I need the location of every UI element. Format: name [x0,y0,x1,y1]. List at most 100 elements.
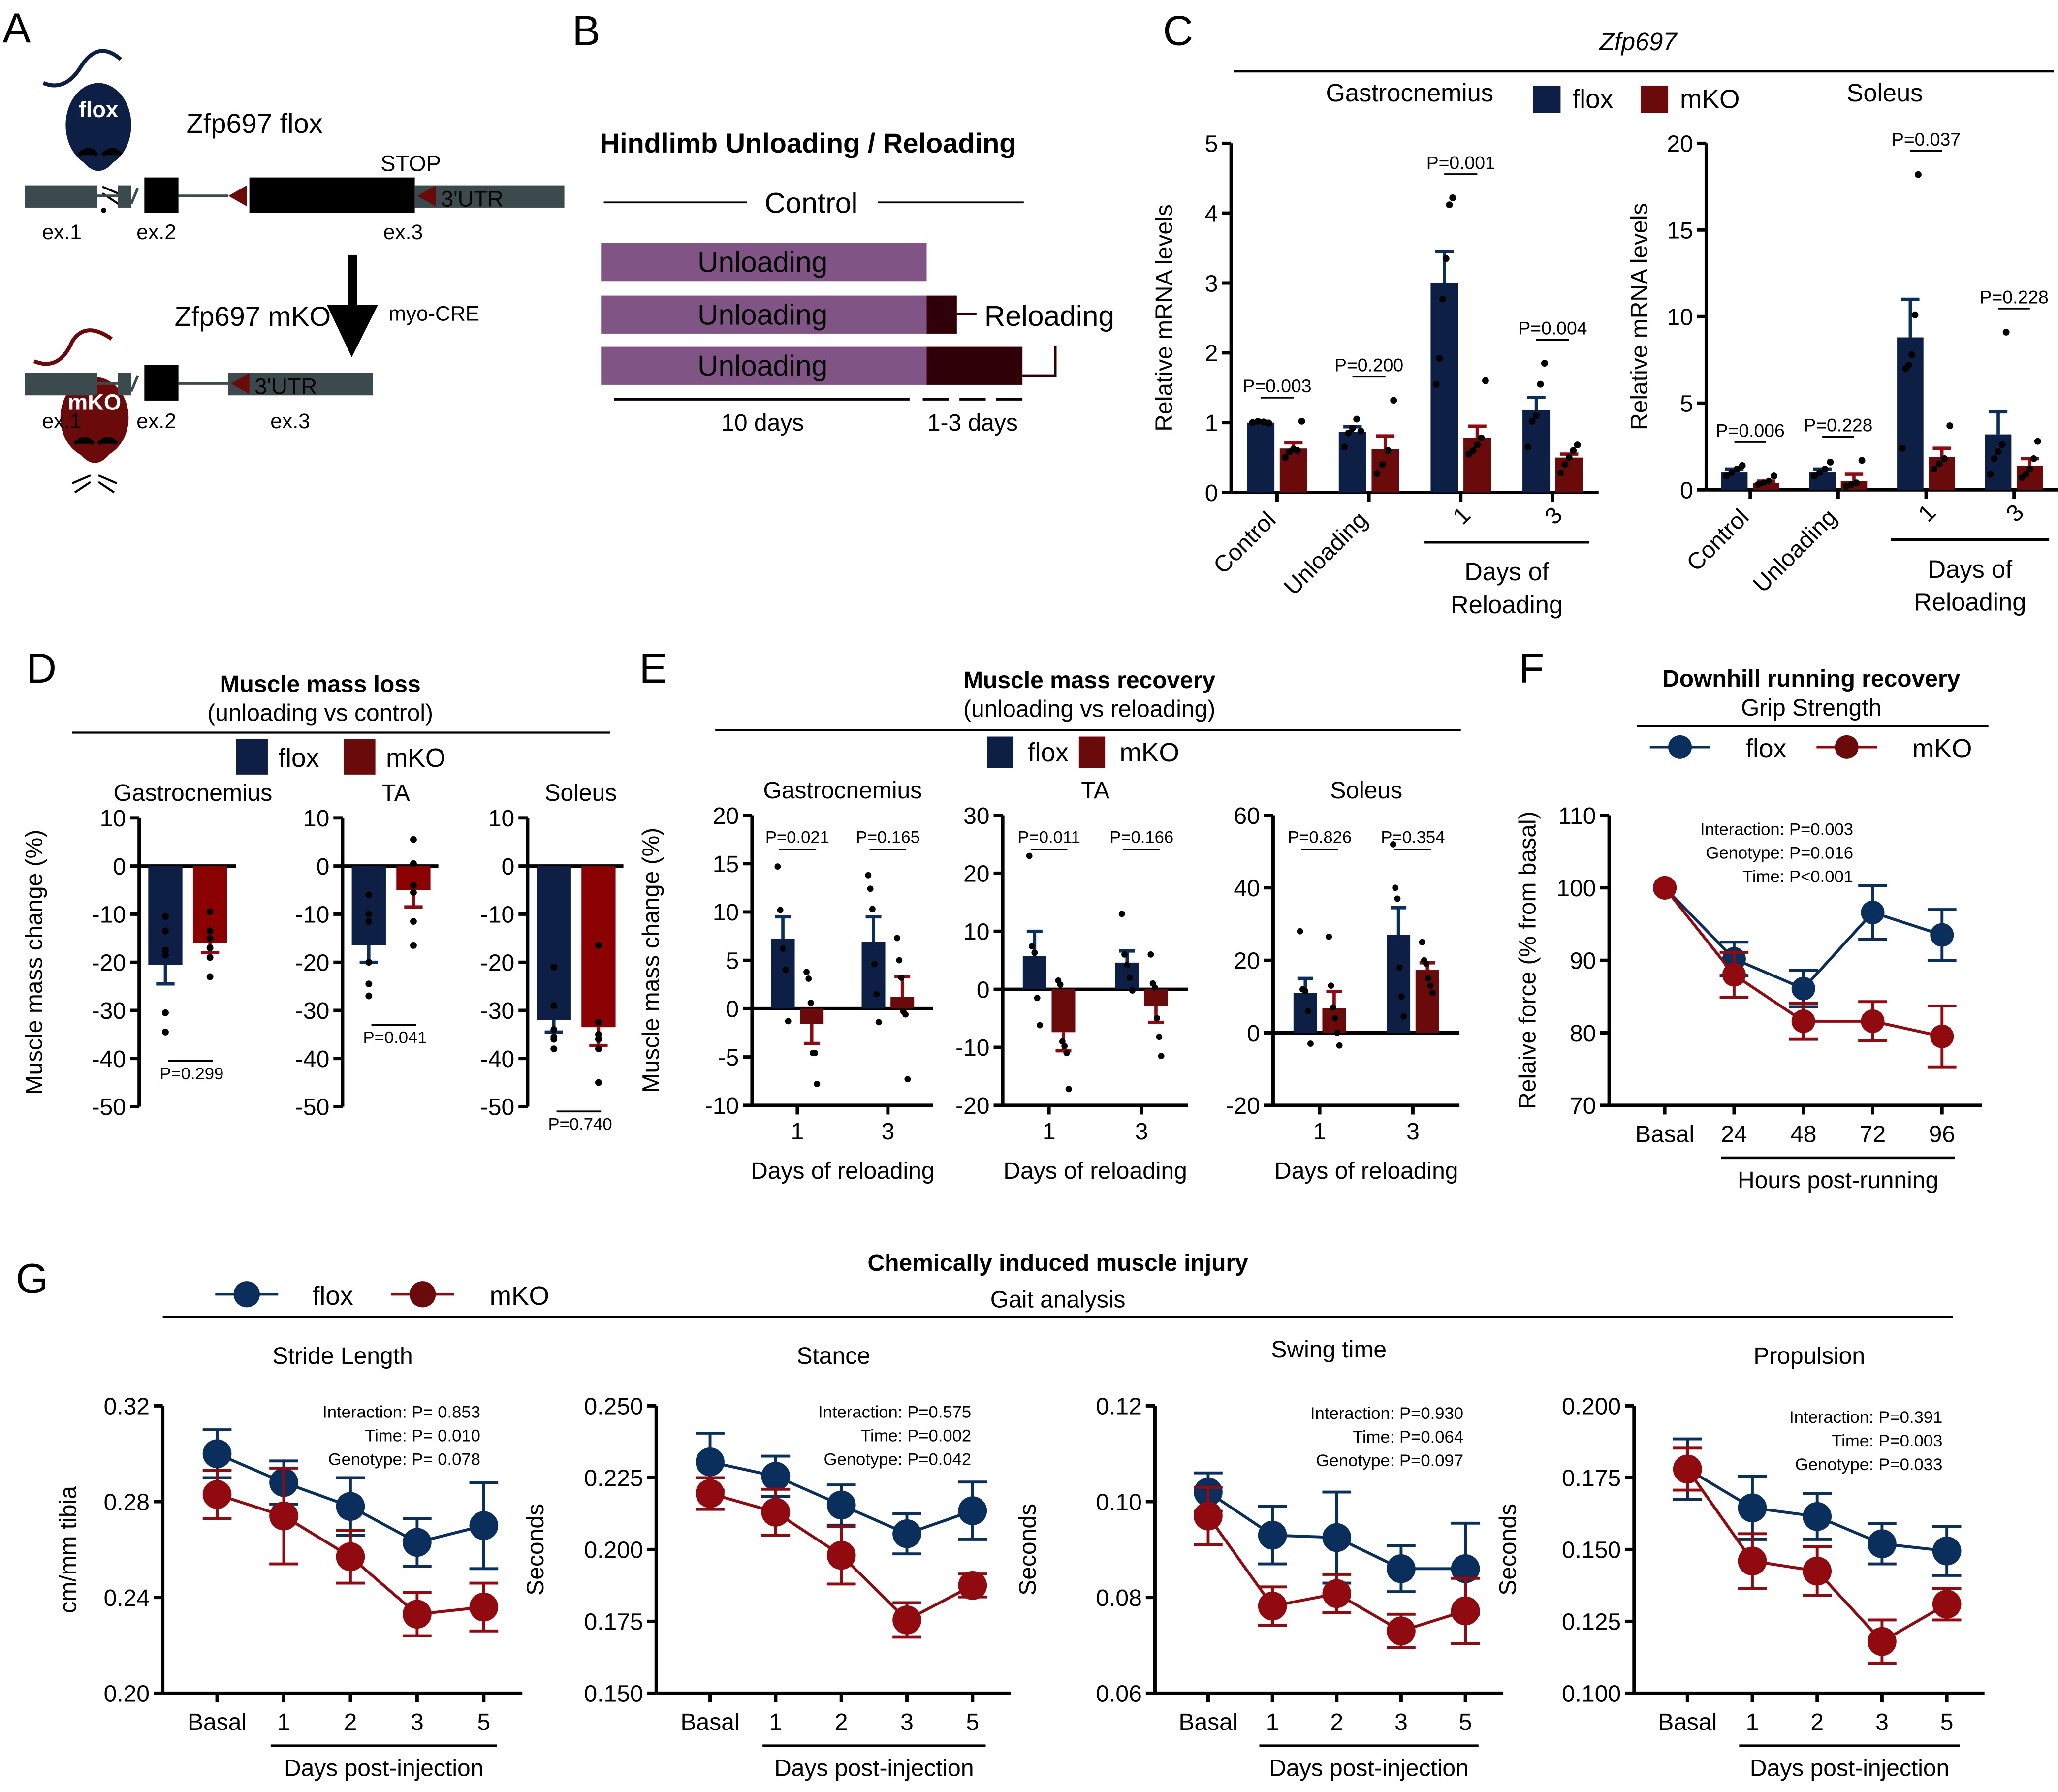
data-point [1791,1009,1815,1033]
p-value-label: P=0.165 [856,828,920,847]
x-tick-label: 3 [1394,1709,1408,1735]
data-point [202,1439,232,1469]
data-point [1336,1042,1343,1049]
y-tick-label: -30 [92,998,126,1024]
x-axis-label: Days post-injection [1269,1755,1468,1781]
data-point [785,1018,792,1025]
data-point [1765,477,1773,485]
data-point [1899,444,1906,452]
data-point [365,992,373,1000]
y-tick-label: -10 [705,1093,739,1119]
y-tick-label: 0.125 [1562,1609,1621,1635]
panel-label-d: D [26,645,57,692]
exon-label-3-mko: ex.3 [270,409,310,433]
data-point [1723,472,1730,480]
y-axis-label: Relative mRNA levels [1151,204,1177,431]
data-point [1282,454,1289,461]
data-point [1533,412,1540,419]
chart-c-gastrocnemius: 0 1 2 3 4 5 Relative mRNA levels Control P=0.003… [1151,131,1599,619]
c-gastro-title: Gastrocnemius [1326,79,1493,107]
x-tick-label: 5 [966,1709,979,1735]
data-point [1803,1502,1832,1531]
p-value-label: P=0.354 [1381,828,1445,847]
bar-flox [1897,337,1924,490]
y-axis-label: Seconds [1015,1504,1041,1596]
x-axis-label: Hours post-running [1738,1167,1938,1194]
x-tick-label: 3 [882,1119,895,1145]
y-axis-label: Seconds [523,1504,549,1596]
data-point [1908,351,1916,358]
bar-flox [1338,432,1366,493]
stats-label: Genotype: P=0.097 [1316,1451,1463,1470]
data-point [206,935,214,942]
data-point [1541,360,1548,367]
utr-label-flox: 3'UTR [441,186,504,211]
panel-g: Chemically induced muscle injury Gait an… [56,1250,1985,1781]
data-point [1302,988,1309,995]
y-tick-label: 0 [113,854,126,880]
chart-g-stance: Stance 0.150 0.175 0.200 0.225 0.250 Seconds Ba… [523,1343,1011,1781]
data-point [1930,923,1954,947]
y-axis-label: Relaive force (% from basal) [1515,811,1541,1109]
y-tick-label: 0 [726,997,739,1023]
series-mko [1673,1446,1962,1665]
panel-f: Downhill running recovery Grip Strength … [1515,666,1989,1194]
data-point [892,1605,921,1635]
data-point [1390,841,1396,848]
y-tick-label: 0.08 [1096,1585,1141,1611]
data-point [958,1571,987,1600]
e-legend-flox: flox [1028,738,1069,767]
data-point [162,1009,169,1016]
y-tick-label: 10 [488,806,514,832]
y-tick-label: 0.06 [1096,1681,1141,1707]
data-point [595,1079,602,1086]
y-tick-label: 20 [963,861,989,887]
cre-label: myo-CRE [388,302,479,325]
cre-arrow-icon [326,254,378,357]
x-tick-label: 1 [791,1119,804,1145]
f-legend-mko-icon [1816,735,1877,759]
unloading-bar-1 [601,243,927,282]
y-tick-label: 0.200 [584,1538,643,1564]
y-tick-label: 0.20 [104,1681,150,1707]
data-point [1031,949,1038,956]
data-point [1394,895,1401,902]
data-point [1390,397,1397,404]
y-tick-label: -20 [295,950,329,976]
data-point [1827,458,1834,466]
y-tick-label: 20 [713,803,739,829]
subplot-title: Soleus [1330,778,1402,804]
subplot-title: Propulsion [1753,1343,1865,1369]
data-point [1570,447,1577,454]
data-point [1803,1556,1832,1586]
y-tick-label: 20 [1667,131,1693,157]
y-tick-label: 0 [502,854,515,880]
data-point [206,927,214,935]
data-point [1154,1015,1161,1022]
x-tick-label: 48 [1790,1121,1816,1147]
y-tick-label: -50 [92,1095,126,1121]
mko-allele-title: Zfp697 mKO [175,301,331,332]
x-tick-label: 1 [1313,1119,1327,1145]
flox-mouse-label: flox [79,97,119,122]
p-value-label: P=0.826 [1288,828,1352,847]
stats-label: Interaction: P=0.391 [1789,1408,1942,1427]
data-point [867,885,874,892]
y-tick-label: -20 [480,950,514,976]
data-point [1760,479,1767,487]
data-point [1194,1501,1223,1531]
stats-label: Genotype: P=0.016 [1706,844,1853,863]
g-subtitle: Gait analysis [990,1287,1126,1313]
data-point [1304,1007,1311,1014]
data-point [365,918,373,925]
p-value-label: P=0.740 [548,1115,612,1134]
e-title: Muscle mass recovery [963,667,1215,693]
bar-flox [1430,283,1458,493]
y-tick-label: 10 [963,919,989,945]
x-tick-label: 1 [1746,1709,1759,1735]
data-point [1436,355,1443,362]
data-point [410,836,417,843]
bar-flox [1247,422,1275,493]
legend-mko-swatch [1641,85,1669,113]
